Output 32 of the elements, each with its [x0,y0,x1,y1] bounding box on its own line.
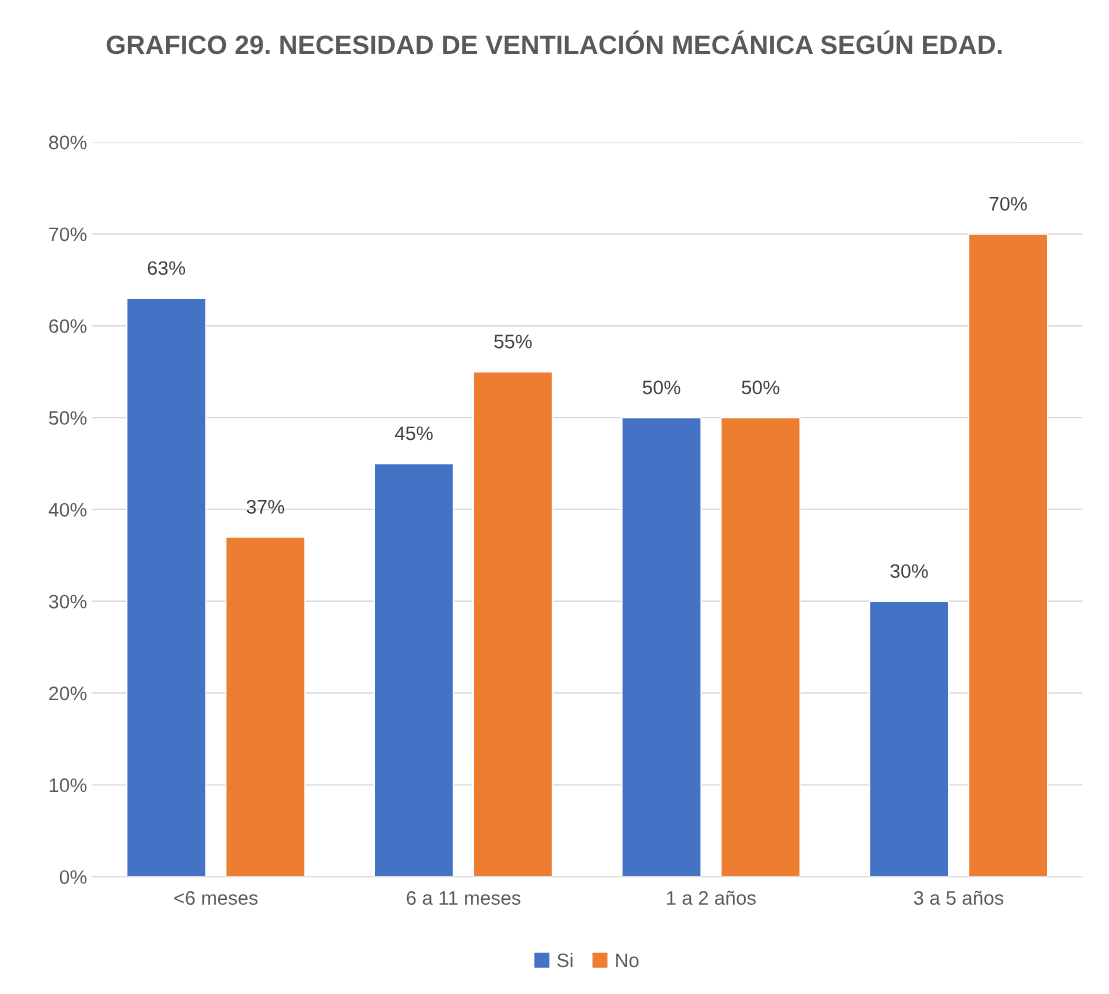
data-label: 70% [989,196,1027,211]
x-tick-label: 6 a 11 meses [406,891,521,905]
y-tick-label: 80% [49,135,87,150]
y-tick-label: 40% [48,502,87,517]
bar [621,416,702,877]
y-tick-label: 0% [59,870,87,884]
y-tick-label: 30% [49,594,87,609]
bar [967,233,1049,877]
bar [868,600,950,877]
data-label: 55% [494,334,532,349]
bar [373,462,455,877]
data-label: 45% [394,426,433,441]
bar [720,416,801,877]
bar [472,370,554,877]
y-tick-label: 50% [49,411,87,425]
data-label: 30% [890,564,928,578]
legend-label: Si [557,952,573,968]
data-label: 50% [642,380,681,395]
data-label: 50% [741,380,780,395]
x-tick-label: 3 a 5 años [913,890,1004,905]
y-tick-label: 60% [49,319,87,334]
legend-label: No [616,953,639,968]
data-label: 37% [246,499,285,514]
bar [225,536,306,877]
x-tick-label: 1 a 2 años [667,890,756,905]
y-tick-label: 70% [49,227,87,242]
data-label: 63% [147,261,186,275]
y-tick-label: 10% [49,778,87,793]
chart-title: GRAFICO 29. NECESIDAD DE VENTILACIÓN MECÁNICA SEGÚN EDAD. [106,30,1002,55]
x-tick-label: <6 meses [174,891,258,905]
y-tick-label: 20% [49,686,87,701]
bar [126,297,207,877]
